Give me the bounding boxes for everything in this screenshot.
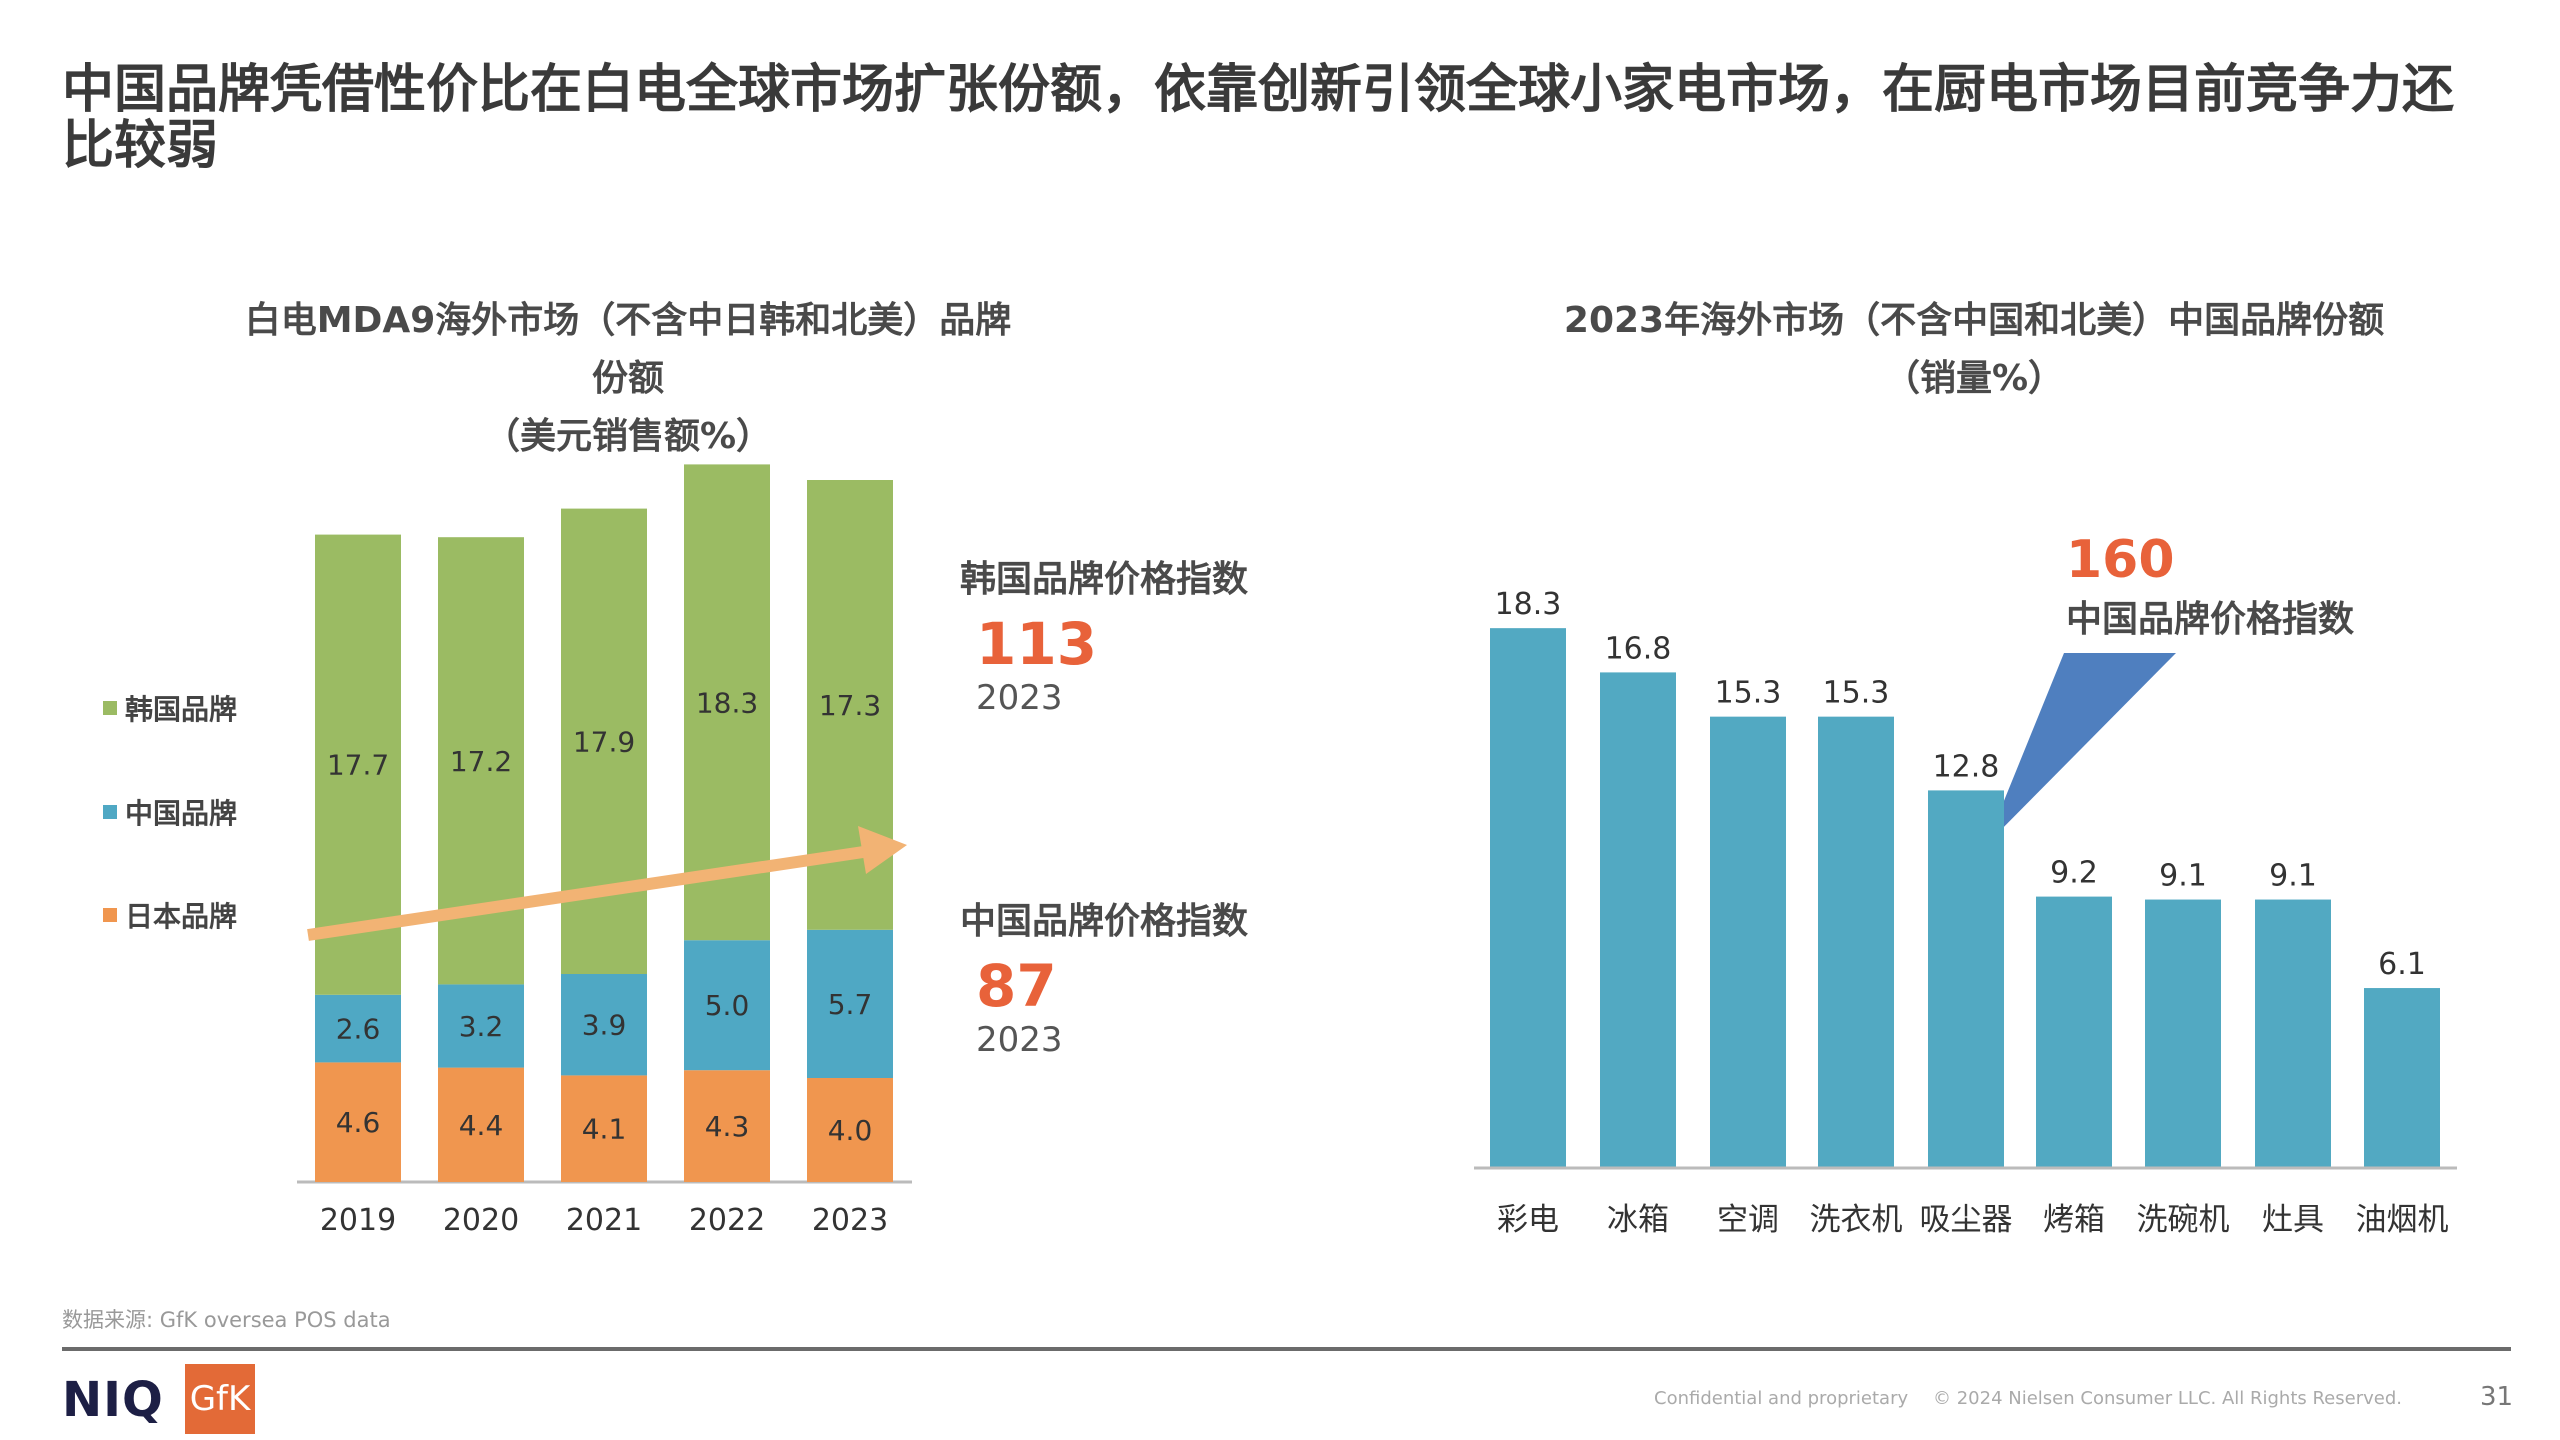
korea-price-index-value: 113 (976, 610, 1098, 678)
data-label: 15.3 (1715, 676, 1782, 711)
china-price-index-value: 87 (976, 952, 1057, 1020)
legend-label: 韩国品牌 (125, 693, 238, 726)
x-tick-label: 彩电 (1497, 1202, 1559, 1238)
bar-彩电 (1490, 628, 1566, 1168)
legend-swatch (103, 908, 117, 922)
x-tick-label: 空调 (1717, 1202, 1779, 1238)
bar-segment-2019 (315, 994, 401, 1063)
legend-swatch (103, 805, 117, 819)
bar-空调 (1710, 716, 1786, 1168)
bar-segment-2022 (684, 1070, 770, 1182)
left-chart-title-main: 白电MDA9海外市场（不含中日韩和北美）品牌份额 (244, 300, 1012, 399)
data-label: 6.1 (2378, 947, 2426, 982)
data-label: 5.7 (828, 988, 873, 1021)
confidential-note: Confidential and proprietary (1654, 1388, 1909, 1409)
source-note: 数据来源: GfK oversea POS data (62, 1308, 391, 1332)
data-label: 17.3 (819, 689, 881, 722)
left-chart-subtitle: （美元销售额%） (483, 416, 773, 457)
callout-pointer (1986, 653, 2176, 845)
data-label: 9.1 (2159, 859, 2207, 894)
data-label: 3.2 (459, 1010, 504, 1043)
bar-segment-2021 (561, 1075, 647, 1182)
bar-洗衣机 (1818, 716, 1894, 1168)
korea-price-index-label: 韩国品牌价格指数 (960, 559, 1249, 600)
bar-segment-2020 (438, 984, 524, 1068)
legend-label: 日本品牌 (125, 900, 238, 933)
right-chart-subtitle: （销量%） (1883, 358, 2065, 399)
x-tick-label: 2019 (320, 1203, 396, 1238)
data-label: 16.8 (1605, 631, 1672, 666)
left-chart-title: 白电MDA9海外市场（不含中日韩和北美）品牌份额 （美元销售额%） (228, 292, 1028, 466)
bar-吸尘器 (1928, 790, 2004, 1168)
data-label: 4.3 (705, 1110, 750, 1143)
data-label: 4.0 (828, 1114, 873, 1147)
data-label: 17.7 (327, 749, 389, 782)
data-label: 5.0 (705, 989, 750, 1022)
x-tick-label: 2020 (443, 1203, 519, 1238)
data-label: 12.8 (1933, 749, 2000, 784)
x-tick-label: 2022 (689, 1203, 765, 1238)
china-price-index: 中国品牌价格指数 87 2023 (960, 892, 1248, 1060)
legend-item: 中国品牌 (103, 792, 237, 832)
bar-冰箱 (1600, 672, 1676, 1168)
bar-segment-2023 (807, 1078, 893, 1182)
footer-divider (62, 1347, 2511, 1351)
copyright-note: © 2024 Nielsen Consumer LLC. All Rights … (1933, 1388, 2402, 1409)
bar-segment-2019 (315, 1062, 401, 1182)
bar-烤箱 (2036, 896, 2112, 1168)
x-tick-label: 灶具 (2262, 1202, 2324, 1238)
x-tick-label: 洗衣机 (1810, 1202, 1903, 1238)
x-tick-label: 油烟机 (2356, 1202, 2449, 1238)
data-label: 18.3 (1495, 587, 1562, 622)
callout-value: 160 (2066, 530, 2175, 590)
data-label: 4.6 (336, 1106, 381, 1139)
right-chart-title: 2023年海外市场（不含中国和北美）中国品牌份额 （销量%） (1474, 292, 2474, 408)
data-label: 2.6 (336, 1013, 381, 1046)
bar-洗碗机 (2145, 899, 2221, 1168)
bar-segment-2021 (561, 974, 647, 1076)
bar-segment-2022 (684, 940, 770, 1071)
x-tick-label: 烤箱 (2043, 1202, 2105, 1238)
trend-arrow-shaft (307, 845, 871, 941)
data-label: 17.2 (450, 745, 512, 778)
callout-label: 中国品牌价格指数 (2066, 599, 2355, 640)
x-tick-label: 2021 (566, 1203, 642, 1238)
data-label: 15.3 (1823, 676, 1890, 711)
data-label: 18.3 (696, 686, 758, 719)
page-title: 中国品牌凭借性价比在白电全球市场扩张份额，依靠创新引领全球小家电市场，在厨电市场… (62, 60, 2455, 176)
legend-item: 韩国品牌 (103, 688, 237, 728)
right-chart-title-main: 2023年海外市场（不含中国和北美）中国品牌份额 (1563, 300, 2385, 341)
data-label: 17.9 (573, 725, 635, 758)
data-label: 9.2 (2050, 856, 2098, 891)
x-tick-label: 吸尘器 (1920, 1202, 2013, 1238)
legend-item: 日本品牌 (103, 895, 237, 935)
bar-segment-2020 (438, 1067, 524, 1182)
niq-logo: NIQ (62, 1372, 164, 1428)
page-number: 31 (2480, 1382, 2514, 1412)
bar-segment-2023 (807, 929, 893, 1078)
data-label: 4.1 (582, 1113, 627, 1146)
korea-price-index-year: 2023 (976, 678, 1063, 718)
data-label: 9.1 (2269, 859, 2317, 894)
data-label: 4.4 (459, 1109, 504, 1142)
data-label: 3.9 (582, 1009, 627, 1042)
trend-arrow-head (858, 826, 907, 874)
bar-灶具 (2255, 899, 2331, 1168)
gfk-logo: GfK (185, 1364, 255, 1434)
china-price-index-label: 中国品牌价格指数 (960, 901, 1249, 942)
x-tick-label: 2023 (812, 1203, 888, 1238)
bar-segment-2022 (684, 464, 770, 941)
x-tick-label: 冰箱 (1607, 1202, 1669, 1238)
legend-label: 中国品牌 (125, 797, 238, 830)
x-tick-label: 洗碗机 (2137, 1202, 2230, 1238)
legend-swatch (103, 701, 117, 715)
callout-price-index: 160 中国品牌价格指数 (2066, 530, 2354, 642)
china-price-index-year: 2023 (976, 1020, 1063, 1060)
bar-油烟机 (2364, 988, 2440, 1168)
korea-price-index: 韩国品牌价格指数 113 2023 (960, 550, 1248, 718)
